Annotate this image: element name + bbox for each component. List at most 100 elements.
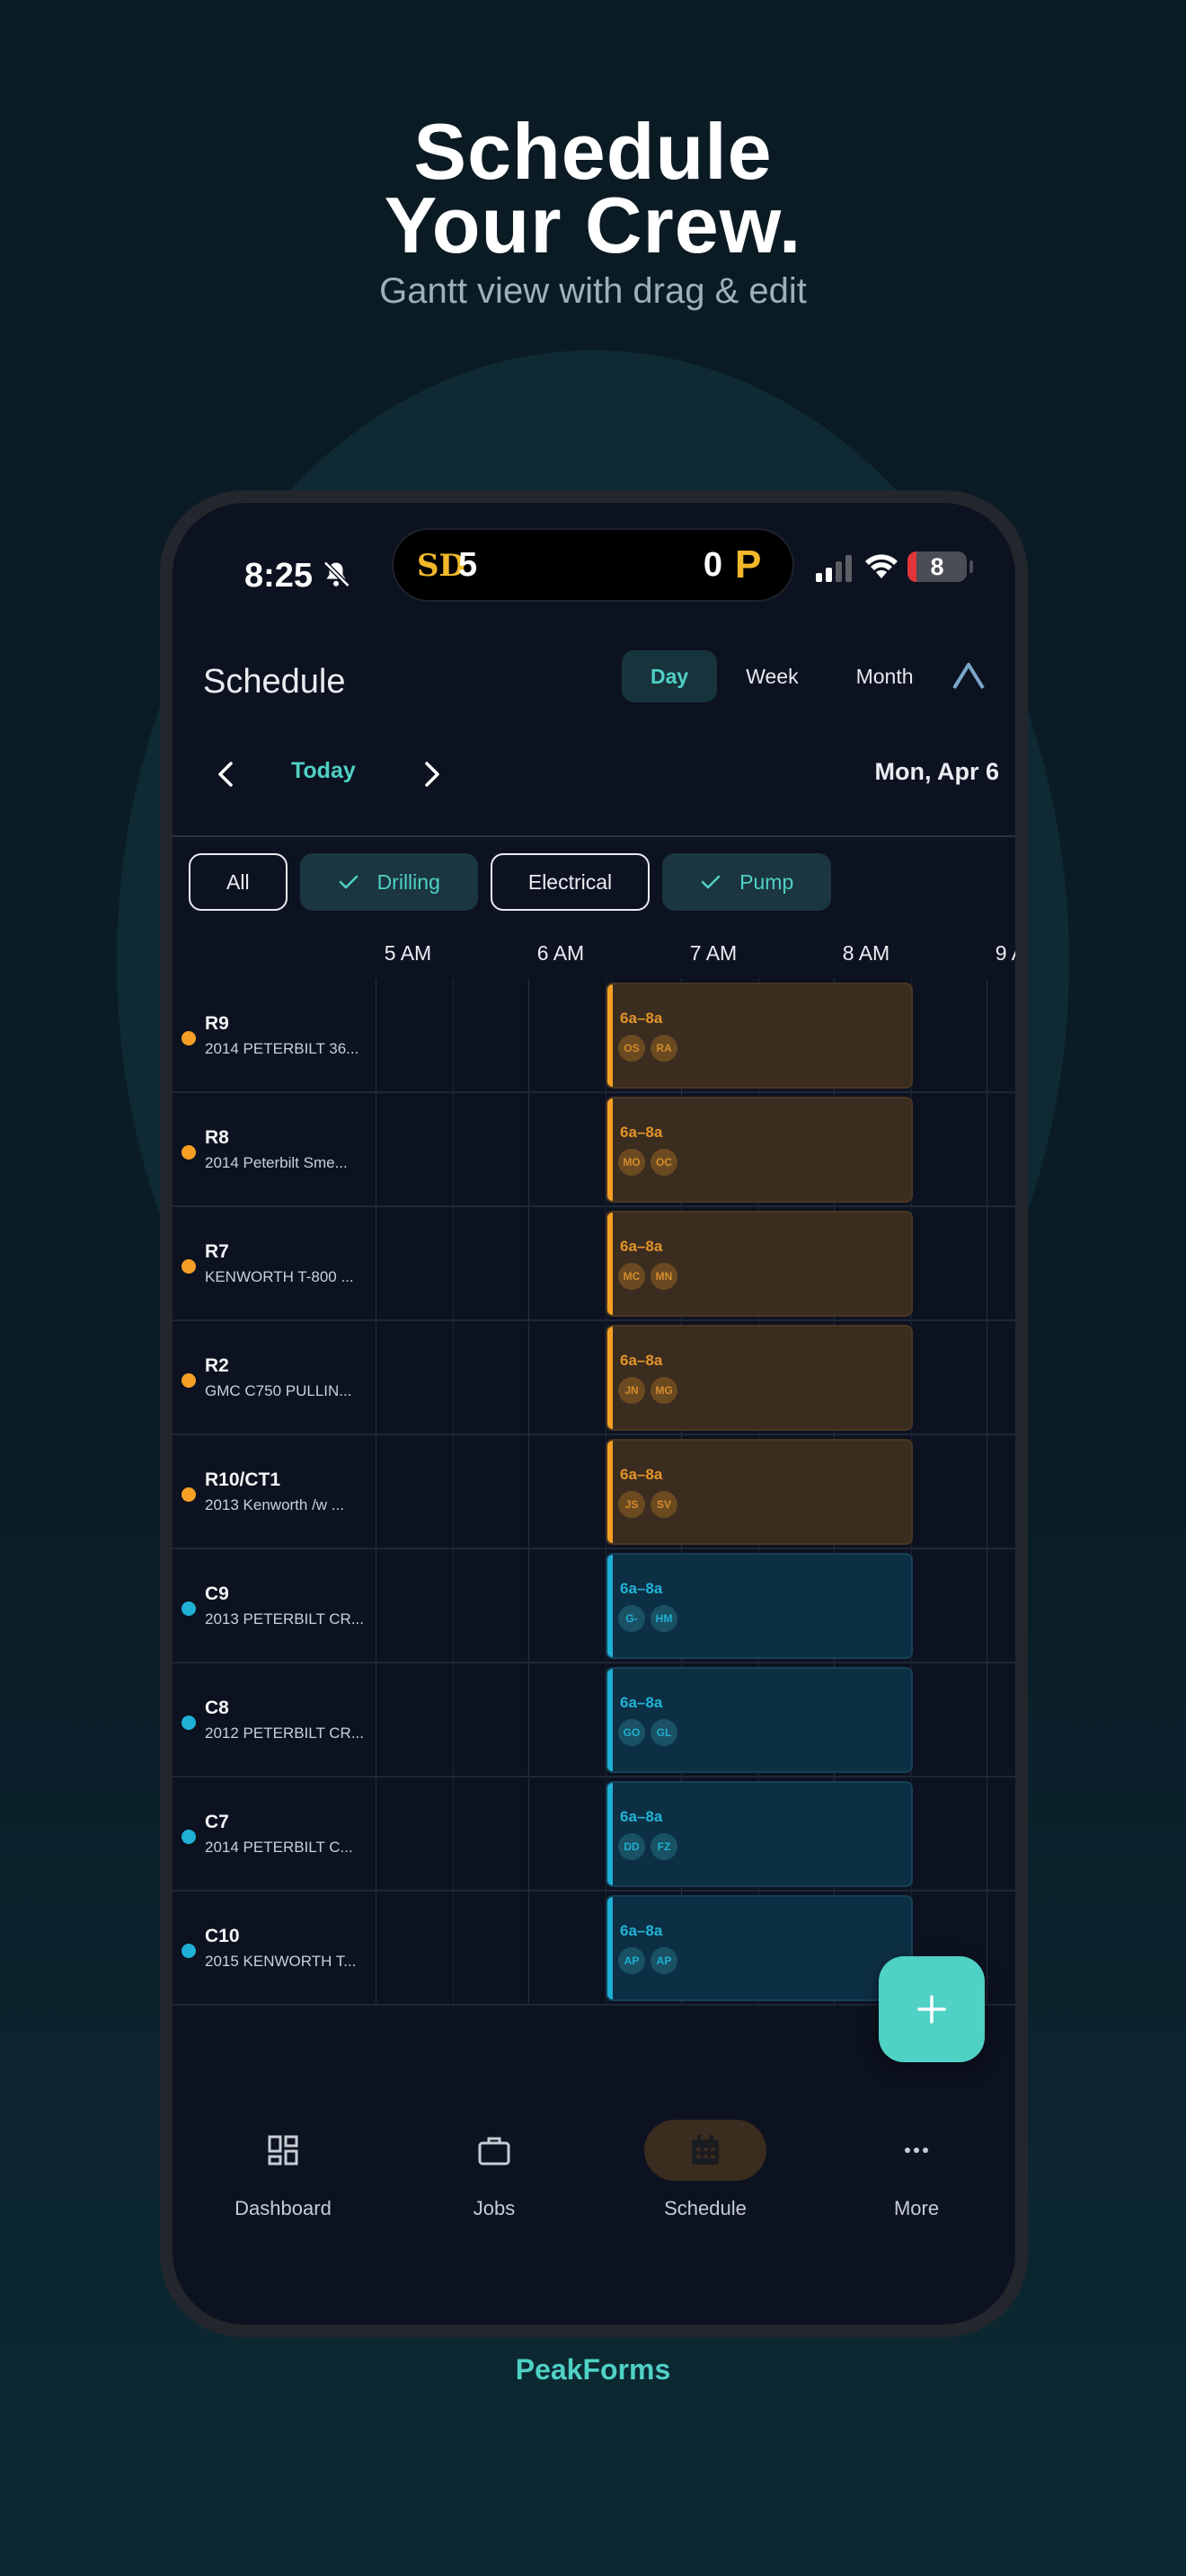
status-dot	[181, 1031, 196, 1045]
event-accent-bar	[607, 1098, 613, 1201]
row-resource-description: KENWORTH T-800 ...	[205, 1268, 354, 1285]
event-accent-bar	[607, 984, 613, 1087]
bell-muted-icon	[323, 560, 350, 587]
gantt-row: R2 GMC C750 PULLIN... 6a–8a JN MG	[173, 1321, 1015, 1435]
row-resource-name: R7	[205, 1241, 229, 1262]
gantt-row: C10 2015 KENWORTH T... 6a–8a AP AP	[173, 1892, 1015, 2006]
nav-label: Jobs	[473, 2197, 516, 2219]
crew-avatars: G- HM	[618, 1605, 677, 1632]
filter-chip-label: All	[226, 870, 250, 894]
crew-avatars: GO GL	[618, 1719, 677, 1746]
status-dot	[181, 1373, 196, 1388]
schedule-event-block[interactable]: 6a–8a AP AP	[606, 1895, 913, 2001]
tab-month[interactable]: Month	[855, 665, 914, 688]
schedule-event-block[interactable]: 6a–8a JN MG	[606, 1325, 913, 1431]
avatar: JS	[618, 1491, 645, 1518]
row-resource-name: C8	[205, 1698, 229, 1718]
dynamic-island-live-score[interactable]: SD 5 0 P	[392, 528, 794, 602]
event-time: 6a–8a	[620, 1238, 663, 1255]
filter-chip-pump[interactable]: Pump	[662, 853, 832, 911]
nav-label: Dashboard	[235, 2197, 332, 2219]
tab-week[interactable]: Week	[746, 665, 799, 688]
gantt-row: R10/CT1 2013 Kenworth /w ... 6a–8a JS SV	[173, 1435, 1015, 1549]
next-day-chevron-icon[interactable]	[413, 756, 449, 792]
avatar: G-	[618, 1605, 645, 1632]
tab-day[interactable]: Day	[622, 650, 718, 702]
gantt-row: R9 2014 PETERBILT 36... 6a–8a OS RA	[173, 979, 1015, 1093]
avatar: HM	[651, 1605, 677, 1632]
avatar: OS	[618, 1035, 645, 1062]
schedule-event-block[interactable]: 6a–8a MO OC	[606, 1097, 913, 1203]
nav-more[interactable]: More	[827, 2120, 1006, 2220]
event-accent-bar	[607, 1783, 613, 1885]
bottom-navigation: Dashboard Jobs	[173, 2120, 1015, 2245]
crew-avatars: MO OC	[618, 1149, 677, 1176]
more-icon	[905, 2148, 928, 2153]
nav-jobs[interactable]: Jobs	[404, 2120, 584, 2220]
time-label: 9 AM	[995, 941, 1015, 965]
previous-day-chevron-icon[interactable]	[208, 756, 244, 792]
schedule-event-block[interactable]: 6a–8a MC MN	[606, 1211, 913, 1317]
avatar: SV	[651, 1491, 677, 1518]
event-time: 6a–8a	[620, 1124, 663, 1141]
avatar: MG	[651, 1377, 677, 1404]
gantt-row: C8 2012 PETERBILT CR... 6a–8a GO GL	[173, 1663, 1015, 1778]
event-time: 6a–8a	[620, 1808, 663, 1825]
current-date: Mon, Apr 6	[874, 758, 1000, 785]
score-right: 0	[703, 546, 722, 584]
gantt-row: R7 KENWORTH T-800 ... 6a–8a MC MN	[173, 1207, 1015, 1321]
avatar: GL	[651, 1719, 677, 1746]
collapse-chevron-up-icon[interactable]	[951, 659, 987, 692]
schedule-event-block[interactable]: 6a–8a G- HM	[606, 1553, 913, 1659]
event-accent-bar	[607, 1669, 613, 1771]
hero-subtitle: Gantt view with drag & edit	[379, 271, 807, 311]
row-resource-name: C7	[205, 1812, 229, 1832]
view-tabs: Day Week Month	[622, 650, 943, 702]
time-label: 5 AM	[384, 941, 432, 965]
status-time: 8:25	[244, 557, 314, 595]
battery-level: 8	[930, 553, 944, 580]
status-dot	[181, 1716, 196, 1730]
nav-dashboard[interactable]: Dashboard	[193, 2120, 373, 2220]
filter-chip-drilling[interactable]: Drilling	[299, 853, 478, 911]
nav-label: Schedule	[664, 2197, 747, 2219]
row-resource-description: 2015 KENWORTH T...	[205, 1953, 357, 1970]
gantt-row: C7 2014 PETERBILT C... 6a–8a DD FZ	[173, 1778, 1015, 1892]
battery-icon: 8	[907, 551, 967, 582]
cellular-signal-icon	[816, 555, 852, 582]
status-dot	[181, 1145, 196, 1160]
time-label: 7 AM	[689, 941, 738, 965]
gantt-gridline	[528, 979, 529, 2006]
app-screen: 8:25 SD 5 0 P 8 Sched	[173, 503, 1015, 2325]
row-resource-name: R9	[205, 1013, 229, 1034]
row-resource-description: 2014 PETERBILT C...	[205, 1839, 353, 1856]
status-dot	[181, 1944, 196, 1958]
status-dot	[181, 1601, 196, 1616]
time-label: 6 AM	[536, 941, 585, 965]
avatar: MC	[618, 1263, 645, 1290]
schedule-event-block[interactable]: 6a–8a JS SV	[606, 1439, 913, 1545]
event-time: 6a–8a	[620, 1922, 663, 1939]
filter-chip-all[interactable]: All	[189, 853, 288, 911]
padres-logo-icon: SD	[417, 548, 466, 584]
add-event-button[interactable]	[879, 1956, 985, 2062]
crew-avatars: AP AP	[618, 1947, 677, 1974]
brand-name: PeakForms	[515, 2353, 671, 2386]
row-resource-description: 2012 PETERBILT CR...	[205, 1725, 364, 1742]
schedule-event-block[interactable]: 6a–8a GO GL	[606, 1667, 913, 1773]
avatar: JN	[618, 1377, 645, 1404]
today-button[interactable]: Today	[291, 758, 356, 783]
filter-chip-electrical[interactable]: Electrical	[490, 853, 651, 911]
phone-frame: 8:25 SD 5 0 P 8 Sched	[160, 490, 1028, 2337]
hero-title-line1: Schedule	[413, 107, 773, 196]
filter-chip-label: Drilling	[376, 870, 440, 894]
wifi-icon	[865, 554, 898, 578]
schedule-event-block[interactable]: 6a–8a DD FZ	[606, 1781, 913, 1887]
avatar: FZ	[651, 1833, 677, 1860]
schedule-event-block[interactable]: 6a–8a OS RA	[606, 983, 913, 1089]
nav-schedule[interactable]: Schedule	[615, 2120, 795, 2220]
avatar: GO	[618, 1719, 645, 1746]
event-time: 6a–8a	[620, 1580, 663, 1597]
status-dot	[181, 1830, 196, 1844]
filter-chip-label: Pump	[739, 870, 794, 894]
